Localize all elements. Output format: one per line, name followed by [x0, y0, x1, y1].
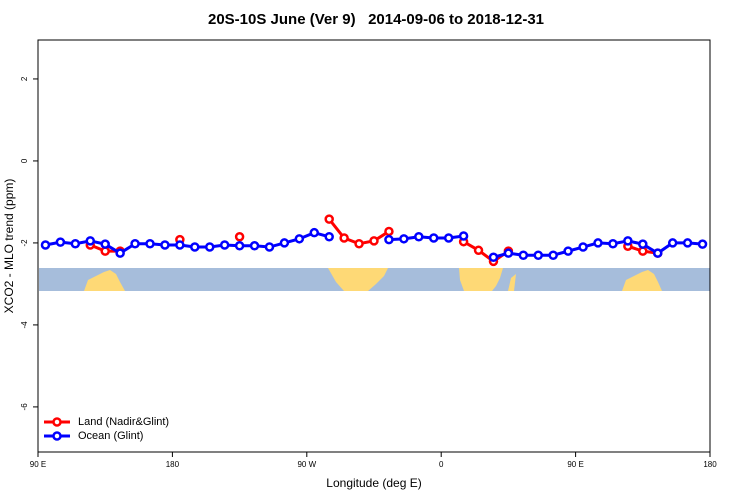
map-strip: [39, 268, 710, 291]
point: [384, 234, 394, 245]
point: [578, 242, 588, 252]
point: [458, 231, 469, 241]
point: [115, 248, 125, 258]
point: [279, 238, 290, 248]
y-tick-label: 2: [20, 76, 29, 81]
y-tick-label: 0: [20, 158, 29, 163]
legend-marker: [52, 431, 62, 441]
point: [339, 233, 349, 243]
point: [697, 239, 708, 249]
point: [55, 237, 66, 247]
point: [593, 238, 603, 248]
point: [324, 214, 334, 224]
point: [623, 236, 633, 246]
point: [70, 238, 81, 249]
y-tick-label: -2: [20, 239, 29, 247]
point: [548, 250, 558, 260]
x-tick-label: 180: [703, 460, 717, 469]
y-axis-label: XCO2 - MLO trend (ppm): [2, 179, 16, 314]
plot-frame: [37, 39, 711, 453]
point: [264, 242, 275, 252]
y-tick-label: -6: [20, 403, 29, 411]
land-madagascar: [508, 274, 516, 291]
point: [488, 252, 499, 263]
point: [100, 239, 110, 249]
point: [234, 232, 245, 242]
land-australia: [84, 270, 125, 291]
x-tick-label: 90 E: [567, 460, 583, 469]
x-tick-label: 180: [166, 460, 180, 469]
point: [503, 248, 514, 258]
point: [384, 226, 394, 237]
land-africa: [459, 268, 503, 291]
point: [85, 236, 96, 246]
point: [234, 241, 245, 251]
x-axis-label: Longitude (deg E): [326, 476, 421, 490]
point: [399, 234, 409, 244]
point: [533, 250, 544, 260]
point: [443, 233, 454, 243]
point: [309, 227, 320, 238]
x-tick-label: 90 E: [30, 460, 46, 469]
land-australia-2: [622, 270, 662, 291]
point: [145, 238, 155, 249]
legend-label: Land (Nadir&Glint): [78, 416, 169, 428]
point: [473, 245, 484, 256]
point: [563, 246, 573, 256]
point: [324, 232, 334, 242]
chart-title: 20S-10S June (Ver 9) 2014-09-06 to 2018-…: [208, 11, 544, 28]
point: [219, 240, 230, 250]
point: [652, 248, 663, 258]
point: [667, 238, 678, 248]
point: [249, 241, 260, 251]
y-tick-label: -4: [20, 321, 29, 329]
land-south-america: [328, 268, 388, 291]
x-tick-label: 0: [439, 460, 444, 469]
point: [175, 240, 185, 250]
point: [204, 242, 215, 252]
point: [354, 238, 364, 249]
x-tick-label: 90 W: [297, 460, 316, 469]
point: [414, 232, 424, 242]
point: [160, 240, 170, 250]
legend-marker: [52, 417, 62, 427]
point: [40, 240, 51, 250]
point: [608, 238, 618, 249]
point: [369, 236, 379, 246]
point: [428, 233, 439, 243]
point: [682, 238, 693, 248]
point: [130, 238, 140, 249]
point: [190, 242, 200, 252]
point: [518, 250, 529, 260]
point: [294, 234, 305, 244]
legend-label: Ocean (Glint): [78, 430, 143, 442]
point: [638, 239, 648, 249]
